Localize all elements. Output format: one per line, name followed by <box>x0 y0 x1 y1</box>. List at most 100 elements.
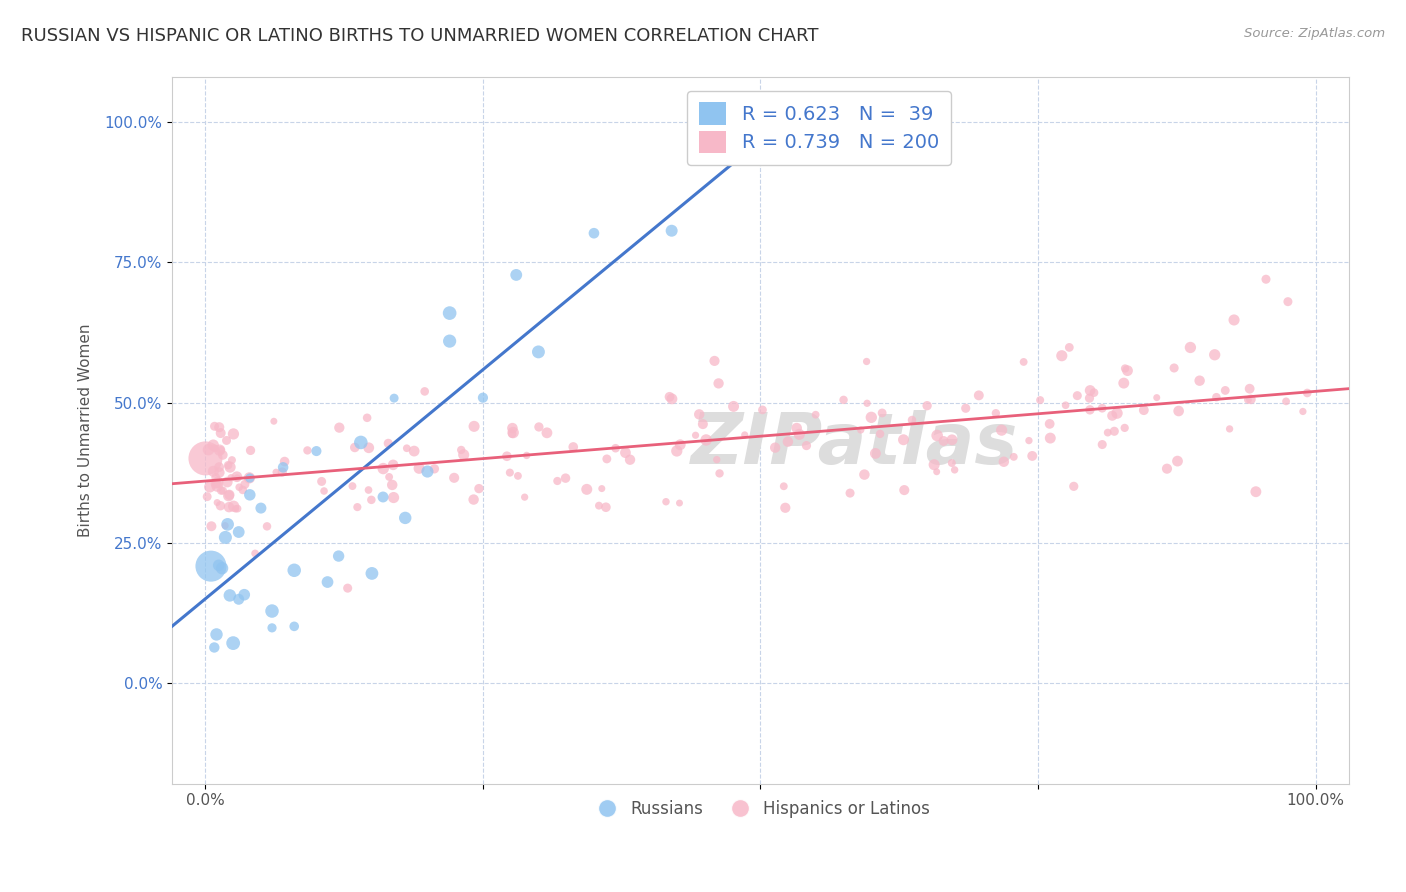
Point <box>839 486 862 500</box>
Point <box>655 494 678 508</box>
Point <box>1105 406 1128 420</box>
Point <box>922 458 945 472</box>
Point <box>208 466 231 480</box>
Point <box>395 442 418 456</box>
Point <box>619 452 641 467</box>
Point <box>1054 398 1077 412</box>
Point <box>378 470 401 484</box>
Point <box>1012 355 1035 369</box>
Point <box>1166 454 1188 468</box>
Point <box>1188 374 1211 388</box>
Point <box>214 518 236 533</box>
Point <box>217 458 239 473</box>
Point <box>668 496 690 510</box>
Point <box>993 455 1015 469</box>
Point <box>527 345 550 359</box>
Point <box>226 471 249 485</box>
Point <box>408 461 430 475</box>
Point <box>233 588 256 602</box>
Point <box>211 561 233 575</box>
Point <box>233 477 256 491</box>
Point <box>260 604 283 618</box>
Point <box>217 517 239 532</box>
Point <box>360 492 382 507</box>
Point <box>204 470 226 484</box>
Point <box>776 434 799 449</box>
Point <box>316 575 339 590</box>
Point <box>202 464 225 478</box>
Point <box>228 480 250 494</box>
Point <box>205 495 228 509</box>
Point <box>463 419 485 434</box>
Point <box>228 592 250 607</box>
Point <box>546 474 568 488</box>
Point <box>1050 349 1073 363</box>
Point <box>238 471 260 485</box>
Point <box>869 426 891 441</box>
Point <box>505 268 527 282</box>
Point <box>342 479 364 493</box>
Point <box>468 482 491 496</box>
Point <box>232 483 254 497</box>
Point <box>1213 384 1236 398</box>
Point <box>273 454 295 468</box>
Point <box>665 444 688 458</box>
Point <box>501 421 523 435</box>
Point <box>404 444 426 458</box>
Point <box>450 442 472 457</box>
Point <box>215 434 238 448</box>
Point <box>1296 386 1319 401</box>
Point <box>1039 417 1062 431</box>
Point <box>703 354 725 368</box>
Point <box>226 501 249 516</box>
Point <box>311 475 333 489</box>
Point <box>832 392 855 407</box>
Point <box>271 460 294 475</box>
Point <box>350 435 373 450</box>
Point <box>865 446 887 460</box>
Point <box>256 519 278 533</box>
Point <box>219 460 242 475</box>
Point <box>195 490 218 504</box>
Point <box>373 461 395 475</box>
Point <box>1114 421 1136 435</box>
Point <box>382 391 405 405</box>
Point <box>927 428 949 442</box>
Point <box>218 500 240 515</box>
Point <box>614 446 637 460</box>
Point <box>371 490 394 504</box>
Point <box>1223 313 1246 327</box>
Point <box>915 399 938 413</box>
Point <box>1237 392 1260 407</box>
Point <box>941 456 963 470</box>
Point <box>197 442 219 457</box>
Point <box>901 413 924 427</box>
Point <box>312 483 335 498</box>
Point <box>209 426 232 441</box>
Point <box>1097 425 1119 440</box>
Point <box>443 471 465 485</box>
Point <box>208 420 231 434</box>
Point <box>1039 431 1062 445</box>
Point <box>723 400 745 414</box>
Point <box>513 490 536 504</box>
Point <box>297 443 319 458</box>
Point <box>222 426 245 441</box>
Point <box>605 441 627 455</box>
Point <box>990 423 1012 437</box>
Point <box>763 441 786 455</box>
Point <box>357 441 380 455</box>
Point <box>439 334 461 348</box>
Point <box>527 420 550 434</box>
Point <box>1002 450 1025 464</box>
Point <box>967 388 990 402</box>
Point <box>860 410 883 425</box>
Point <box>727 141 749 155</box>
Point <box>198 480 221 494</box>
Point <box>1133 403 1156 417</box>
Text: RUSSIAN VS HISPANIC OR LATINO BIRTHS TO UNMARRIED WOMEN CORRELATION CHART: RUSSIAN VS HISPANIC OR LATINO BIRTHS TO … <box>21 27 818 45</box>
Point <box>855 354 877 368</box>
Point <box>208 443 231 458</box>
Point <box>222 636 245 650</box>
Point <box>751 403 773 417</box>
